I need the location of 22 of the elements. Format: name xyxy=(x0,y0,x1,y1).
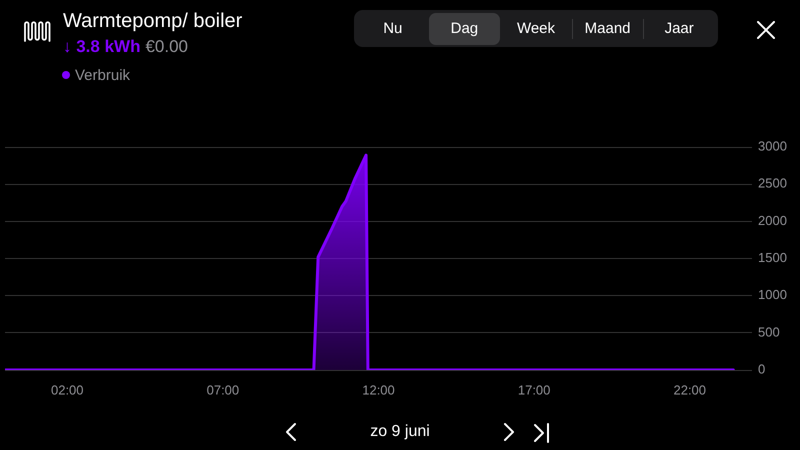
x-tick-label: 17:00 xyxy=(518,382,550,398)
text: €0.00 xyxy=(145,37,188,56)
tab: Maand xyxy=(572,12,644,44)
tab: Jaar xyxy=(643,12,715,44)
text: zo 9 juni xyxy=(369,422,431,442)
x-tick-label: 07:00 xyxy=(206,382,240,398)
y-tick-label: 2500 xyxy=(758,176,787,191)
tab: Nu xyxy=(357,12,429,44)
y-tick-label: 3000 xyxy=(758,138,787,154)
chart-title: Warmtepomp/ boiler xyxy=(63,9,242,33)
tab: Week xyxy=(500,12,572,44)
chart-subtitle: ↓ 3.8 kWh xyxy=(63,37,140,56)
y-tick-label: 2000 xyxy=(758,212,787,228)
legend-label: Verbruik xyxy=(75,67,130,84)
x-tick-label: 22:00 xyxy=(673,382,706,398)
tab: Dag xyxy=(428,12,500,44)
x-tick-label: 02:00 xyxy=(50,382,84,398)
y-tick-label: 1500 xyxy=(758,250,787,266)
y-tick-label: 500 xyxy=(758,324,780,340)
y-tick-label: 0 xyxy=(758,362,766,377)
x-tick-label: 12:00 xyxy=(362,382,395,398)
y-tick-label: 1000 xyxy=(758,287,787,302)
